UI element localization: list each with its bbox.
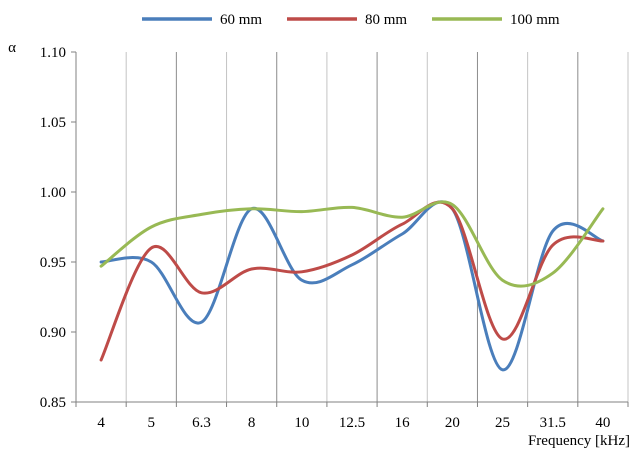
- x-tick-label: 12.5: [339, 415, 365, 431]
- series-line-100-mm: [99, 200, 605, 288]
- x-tick-label: 16: [395, 415, 411, 431]
- x-tick-label: 20: [445, 415, 460, 431]
- y-tick-label: 1.00: [40, 185, 66, 201]
- x-axis-label: Frequency [kHz]: [528, 433, 630, 449]
- x-tick-label: 6.3: [192, 415, 211, 431]
- grid: [75, 52, 629, 403]
- y-tick-label: 1.05: [40, 115, 66, 131]
- y-tick-label: 0.90: [40, 325, 66, 341]
- legend: 60 mm 80 mm 100 mm: [142, 12, 560, 28]
- x-axis-ticks: 4 5 6.3 8 10 12.5 16 20 25 31.5 40: [75, 402, 629, 431]
- y-tick-label: 0.85: [40, 395, 66, 411]
- y-axis-label: α: [8, 40, 16, 56]
- x-tick-label: 31.5: [540, 415, 566, 431]
- y-axis-ticks: 0.85 0.90 0.95 1.00 1.05 1.10: [40, 45, 76, 411]
- series-lines: [99, 200, 605, 372]
- x-tick-label: 8: [248, 415, 256, 431]
- legend-label-60-mm: 60 mm: [220, 12, 262, 28]
- series-line-60-mm: [99, 200, 605, 372]
- x-tick-label: 40: [595, 415, 610, 431]
- x-tick-label: 10: [294, 415, 309, 431]
- legend-label-80-mm: 80 mm: [365, 12, 407, 28]
- legend-label-100-mm: 100 mm: [510, 12, 560, 28]
- y-tick-label: 0.95: [40, 255, 66, 271]
- x-tick-label: 4: [97, 415, 105, 431]
- x-tick-label: 5: [148, 415, 156, 431]
- y-tick-label: 1.10: [40, 45, 66, 61]
- x-tick-label: 25: [495, 415, 510, 431]
- series-line-80-mm: [99, 200, 605, 362]
